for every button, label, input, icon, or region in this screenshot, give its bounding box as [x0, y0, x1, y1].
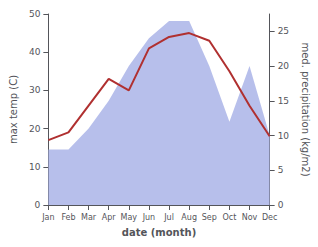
svg-text:15: 15 [278, 96, 289, 106]
svg-text:Aug: Aug [181, 213, 197, 222]
svg-text:Nov: Nov [242, 213, 258, 222]
svg-text:0: 0 [35, 200, 41, 210]
svg-text:date (month): date (month) [122, 227, 196, 238]
svg-text:max temp (C): max temp (C) [8, 75, 19, 144]
svg-text:10: 10 [29, 162, 41, 172]
svg-text:20: 20 [29, 124, 41, 134]
svg-text:Dec: Dec [262, 213, 277, 222]
svg-text:25: 25 [278, 26, 289, 36]
svg-text:40: 40 [29, 47, 41, 57]
svg-text:Jul: Jul [163, 213, 174, 222]
svg-text:20: 20 [278, 61, 290, 71]
svg-text:0: 0 [278, 200, 284, 210]
svg-text:Mar: Mar [81, 213, 97, 222]
svg-text:May: May [121, 213, 138, 222]
svg-text:Jan: Jan [41, 213, 54, 222]
svg-text:30: 30 [29, 85, 41, 95]
svg-text:Jun: Jun [142, 213, 156, 222]
svg-text:Apr: Apr [102, 213, 117, 222]
svg-text:Oct: Oct [222, 213, 236, 222]
svg-text:Sep: Sep [202, 213, 217, 222]
svg-text:med. precipitation (kg/m2): med. precipitation (kg/m2) [300, 42, 311, 176]
svg-text:50: 50 [29, 9, 41, 19]
svg-text:Feb: Feb [61, 213, 75, 222]
svg-text:5: 5 [278, 165, 284, 175]
svg-text:10: 10 [278, 131, 290, 141]
